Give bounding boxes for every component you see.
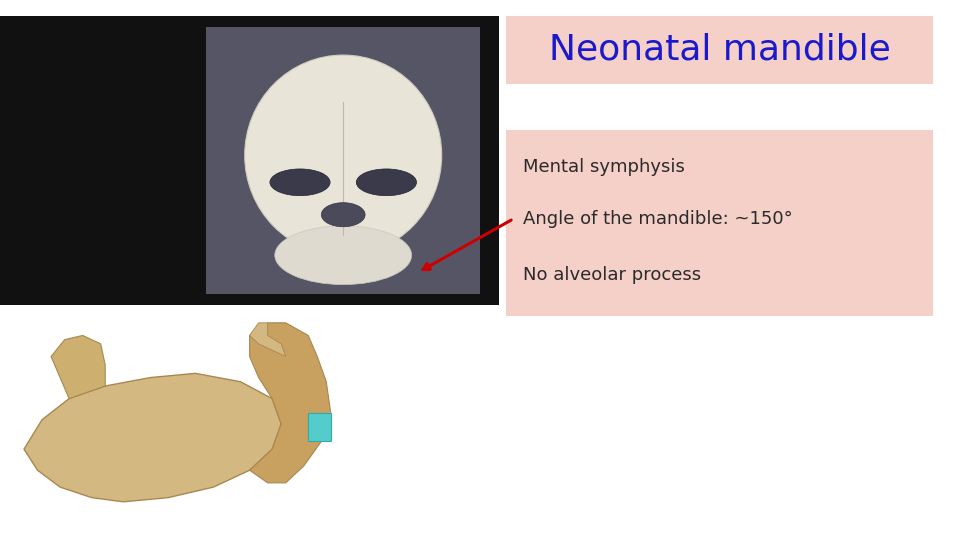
Ellipse shape	[356, 169, 417, 195]
Text: No alveolar process: No alveolar process	[523, 266, 702, 284]
Bar	[506, 130, 933, 316]
Text: Angle of the mandible: ~150°: Angle of the mandible: ~150°	[523, 210, 793, 228]
Text: Neonatal mandible: Neonatal mandible	[549, 33, 890, 67]
Ellipse shape	[275, 226, 412, 285]
Text: Mental symphysis: Mental symphysis	[523, 158, 685, 176]
Bar	[506, 16, 933, 84]
Ellipse shape	[270, 169, 330, 195]
Ellipse shape	[245, 55, 442, 255]
Polygon shape	[250, 323, 331, 483]
Bar	[0, 16, 499, 305]
Polygon shape	[51, 335, 106, 399]
Polygon shape	[24, 373, 281, 502]
Ellipse shape	[322, 202, 365, 227]
Polygon shape	[250, 323, 286, 356]
Bar	[206, 27, 480, 294]
Polygon shape	[308, 414, 331, 441]
